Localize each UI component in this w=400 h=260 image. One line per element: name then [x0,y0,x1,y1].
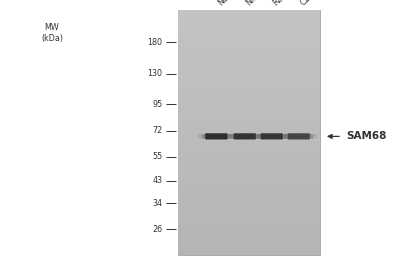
Text: SAM68: SAM68 [346,131,386,141]
Bar [178,98,320,103]
FancyBboxPatch shape [280,134,317,139]
Bar [178,69,320,74]
Bar [178,196,320,201]
Bar [178,201,320,206]
Bar [178,133,320,138]
Text: C2C12: C2C12 [299,0,324,8]
Text: 26: 26 [152,225,162,234]
Bar [178,74,320,79]
Text: MW
(kDa): MW (kDa) [41,23,63,43]
FancyBboxPatch shape [230,134,259,139]
Bar [178,15,320,20]
Bar [178,79,320,84]
Bar [178,220,320,225]
FancyBboxPatch shape [234,133,256,140]
Bar [178,25,320,30]
Bar [178,84,320,89]
Text: Neuro2A: Neuro2A [216,0,247,8]
Bar [178,108,320,113]
Bar [178,64,320,69]
Text: 55: 55 [152,152,162,161]
Bar [178,181,320,186]
Bar [178,142,320,147]
Bar [178,172,320,177]
Bar [178,216,320,220]
Bar [178,123,320,128]
Bar [178,167,320,172]
Bar [178,113,320,118]
Bar [178,186,320,191]
Text: 130: 130 [147,69,162,78]
FancyBboxPatch shape [257,134,286,139]
Bar [178,157,320,162]
Bar [178,128,320,133]
Bar [178,245,320,250]
FancyBboxPatch shape [284,134,313,139]
Bar [178,103,320,108]
Text: 72: 72 [152,126,162,135]
FancyBboxPatch shape [202,134,231,139]
Bar [178,45,320,49]
FancyBboxPatch shape [260,133,283,140]
Bar [178,177,320,181]
FancyBboxPatch shape [253,134,290,139]
Bar [178,10,320,15]
Bar [178,49,320,54]
FancyBboxPatch shape [198,134,235,139]
Bar [178,191,320,196]
Bar [178,147,320,152]
FancyBboxPatch shape [205,133,228,140]
Text: 180: 180 [147,38,162,47]
Text: Raw264.7: Raw264.7 [272,0,306,8]
Bar [178,162,320,167]
Bar [178,10,320,255]
Bar [178,138,320,142]
Bar [178,59,320,64]
Bar [178,211,320,216]
Text: NIH-3T3: NIH-3T3 [245,0,274,8]
Bar [178,118,320,123]
Bar [178,230,320,235]
Text: 95: 95 [152,100,162,108]
Bar [178,94,320,98]
Text: 43: 43 [152,176,162,185]
Bar [178,206,320,211]
Bar [178,225,320,230]
Bar [178,152,320,157]
Bar [178,89,320,94]
Bar [178,54,320,59]
Bar [178,240,320,245]
Bar [178,235,320,240]
Text: 34: 34 [152,199,162,208]
FancyBboxPatch shape [288,133,310,140]
Bar [178,40,320,45]
Bar [178,35,320,40]
FancyBboxPatch shape [226,134,263,139]
Bar [178,250,320,255]
Bar [178,20,320,25]
Bar [178,30,320,35]
